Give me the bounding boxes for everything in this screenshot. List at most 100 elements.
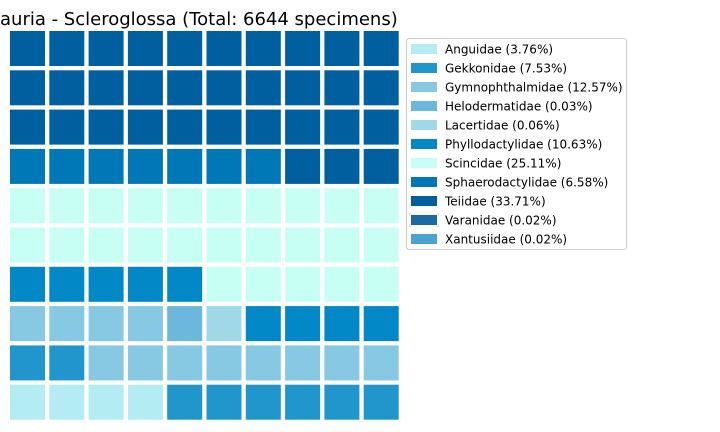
waffle-cell — [285, 384, 321, 420]
waffle-cell — [245, 70, 281, 106]
chart-title: auria - Scleroglossa (Total: 6644 specim… — [0, 9, 398, 30]
waffle-cell — [245, 148, 281, 184]
waffle-cell — [127, 188, 163, 224]
waffle-cell — [88, 188, 124, 224]
waffle-cell — [363, 345, 399, 381]
waffle-cell — [206, 266, 242, 302]
waffle-cell — [206, 148, 242, 184]
waffle-cell — [88, 384, 124, 420]
waffle-cell — [285, 306, 321, 342]
waffle-cell — [285, 109, 321, 145]
legend-swatch — [411, 63, 437, 73]
waffle-cell — [10, 384, 45, 420]
waffle-cell — [10, 109, 45, 145]
waffle-cell — [88, 31, 124, 66]
legend-swatch — [411, 196, 437, 206]
waffle-cell — [324, 109, 360, 145]
waffle-cell — [167, 109, 203, 145]
waffle-cell — [88, 306, 124, 342]
waffle-cell — [49, 31, 85, 66]
waffle-cell — [167, 266, 203, 302]
waffle-cell — [127, 345, 163, 381]
legend-swatch — [411, 44, 437, 54]
waffle-cell — [49, 70, 85, 106]
waffle-cell — [127, 31, 163, 66]
legend-swatch — [411, 101, 437, 111]
waffle-cell — [363, 188, 399, 224]
waffle-cell — [324, 227, 360, 263]
waffle-cell — [167, 70, 203, 106]
legend-label: Sphaerodactylidae (6.58%) — [445, 176, 608, 190]
waffle-cell — [285, 227, 321, 263]
legend-label: Lacertidae (0.06%) — [445, 119, 560, 133]
waffle-cell — [363, 148, 399, 184]
waffle-cell — [127, 70, 163, 106]
waffle-cell — [324, 306, 360, 342]
legend-label: Anguidae (3.76%) — [445, 43, 553, 57]
waffle-cell — [285, 148, 321, 184]
waffle-cell — [10, 148, 45, 184]
waffle-cell — [245, 345, 281, 381]
waffle-cell — [245, 384, 281, 420]
legend-frame — [406, 38, 627, 250]
waffle-cell — [167, 345, 203, 381]
waffle-cell — [363, 384, 399, 420]
waffle-cell — [49, 188, 85, 224]
waffle-cell — [206, 227, 242, 263]
legend-label: Xantusiidae (0.02%) — [445, 233, 567, 247]
legend: Anguidae (3.76%) Gekkonidae (7.53%) Gymnop… — [411, 43, 623, 247]
waffle-cell — [285, 188, 321, 224]
waffle-cell — [127, 227, 163, 263]
legend-swatch — [411, 177, 437, 187]
waffle-cell — [10, 345, 45, 381]
waffle-cell — [206, 109, 242, 145]
waffle-cell — [167, 188, 203, 224]
waffle-cell — [127, 306, 163, 342]
waffle-cell — [285, 345, 321, 381]
waffle-cell — [10, 227, 45, 263]
waffle-cell — [49, 266, 85, 302]
legend-swatch — [411, 234, 437, 244]
waffle-cell — [363, 306, 399, 342]
legend-label: Gymnophthalmidae (12.57%) — [445, 81, 623, 95]
waffle-cell — [49, 148, 85, 184]
waffle-cell — [167, 306, 203, 342]
waffle-cell — [127, 266, 163, 302]
waffle-cell — [285, 266, 321, 302]
waffle-cell — [206, 188, 242, 224]
waffle-cell — [363, 31, 399, 66]
waffle-cell — [88, 70, 124, 106]
waffle-cell — [324, 148, 360, 184]
waffle-cell — [206, 31, 242, 66]
waffle-cell — [88, 345, 124, 381]
waffle-cell — [363, 109, 399, 145]
waffle-cell — [324, 384, 360, 420]
waffle-cell — [49, 306, 85, 342]
waffle-cell — [88, 109, 124, 145]
waffle-cell — [285, 31, 321, 66]
waffle-cell — [363, 70, 399, 106]
waffle-cell — [285, 70, 321, 106]
waffle-cell — [10, 188, 45, 224]
waffle-cell — [206, 384, 242, 420]
waffle-cell — [10, 31, 45, 66]
waffle-cell — [167, 227, 203, 263]
waffle-cell — [167, 384, 203, 420]
waffle-cell — [49, 227, 85, 263]
legend-label: Helodermatidae (0.03%) — [445, 100, 593, 114]
legend-label: Teiidae (33.71%) — [444, 195, 546, 209]
waffle-cell — [245, 306, 281, 342]
waffle-cell — [324, 31, 360, 66]
legend-label: Phyllodactylidae (10.63%) — [445, 138, 602, 152]
waffle-cell — [324, 345, 360, 381]
waffle-cell — [363, 227, 399, 263]
legend-swatch — [411, 82, 437, 92]
legend-label: Gekkonidae (7.53%) — [445, 62, 567, 76]
waffle-cell — [206, 345, 242, 381]
waffle-cell — [245, 266, 281, 302]
legend-swatch — [411, 215, 437, 225]
waffle-cell — [324, 266, 360, 302]
legend-label: Varanidae (0.02%) — [445, 214, 557, 228]
waffle-cell — [10, 70, 45, 106]
